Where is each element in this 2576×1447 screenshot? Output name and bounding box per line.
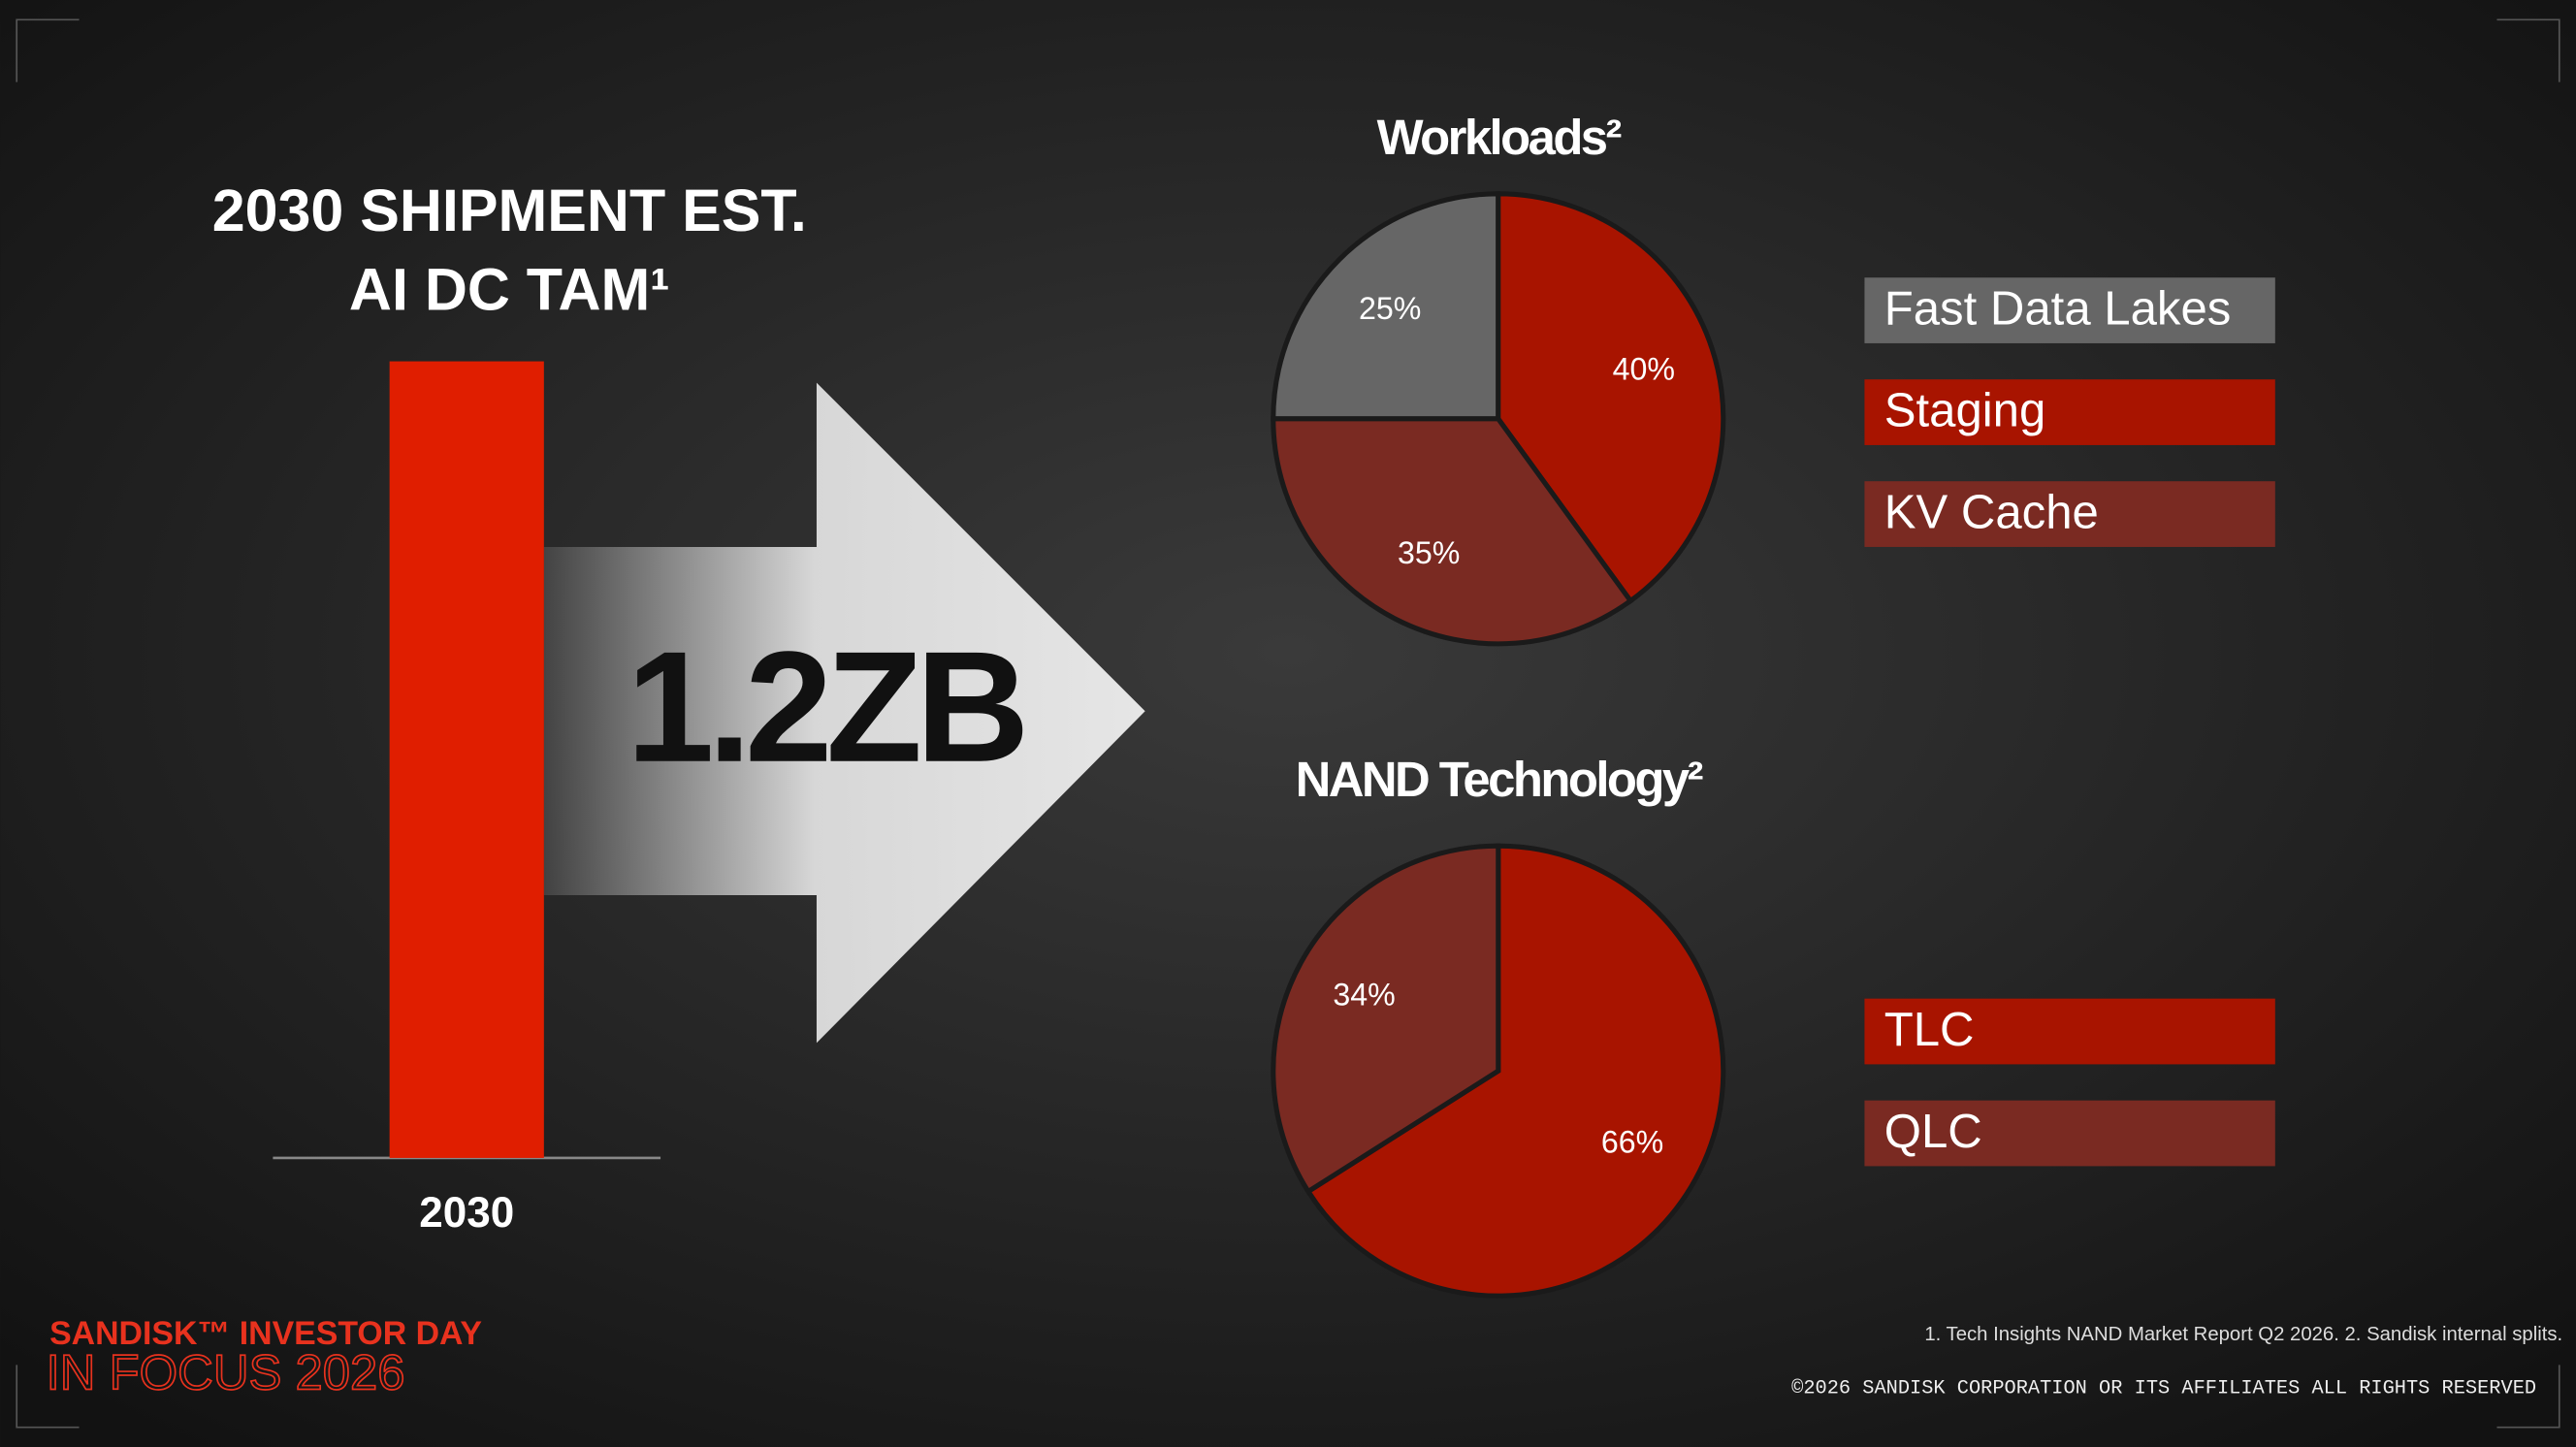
arrow xyxy=(543,382,1145,1044)
value-label: 25% xyxy=(1359,291,1421,326)
legend-label: Staging xyxy=(1884,385,2046,437)
value-label: 40% xyxy=(1613,352,1675,387)
corner-marks xyxy=(16,18,2560,1429)
copyright: ©2026 SANDISK CORPORATION OR ITS AFFILIA… xyxy=(1791,1377,2536,1399)
chart-title: NAND Technology² xyxy=(1296,752,1703,807)
brand: SANDISK™ INVESTOR DAY xyxy=(49,1315,482,1352)
legend-swatch xyxy=(1864,1100,2275,1167)
value-label: 66% xyxy=(1601,1125,1663,1160)
pie-slice xyxy=(1271,843,1501,1196)
pie-slice xyxy=(1271,191,1501,422)
legend-swatch xyxy=(1864,379,2275,445)
pie-slice xyxy=(1496,191,1726,605)
legend-swatch xyxy=(1864,998,2275,1065)
legend-swatch xyxy=(1864,481,2275,547)
legend-label: QLC xyxy=(1884,1106,1982,1158)
x-tick-label: 2030 xyxy=(419,1189,514,1237)
value-label: 35% xyxy=(1398,535,1460,570)
legend-swatch xyxy=(1864,277,2275,343)
chart-subtitle: AI DC TAM¹ xyxy=(349,256,670,322)
value-label: 34% xyxy=(1333,978,1395,1013)
event: IN FOCUS 2026 xyxy=(47,1345,405,1400)
chart-title: 2030 SHIPMENT EST. xyxy=(212,177,807,243)
pie-slice xyxy=(1304,843,1726,1299)
chart-title: Workloads² xyxy=(1377,110,1622,165)
legend-label: Fast Data Lakes xyxy=(1884,283,2232,336)
footnotes: 1. Tech Insights NAND Market Report Q2 2… xyxy=(1924,1324,2562,1345)
legend-label: TLC xyxy=(1884,1004,1975,1056)
bar xyxy=(389,361,544,1158)
legend-label: KV Cache xyxy=(1884,487,2099,539)
pie-slice xyxy=(1271,416,1634,647)
value-label: 1.2ZB xyxy=(627,620,1023,795)
